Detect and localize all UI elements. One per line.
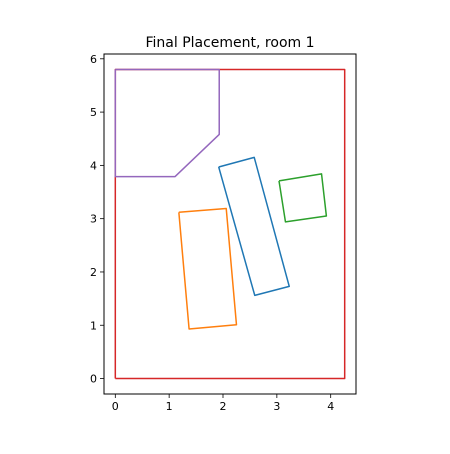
series-layer xyxy=(114,68,346,380)
y-tick-label: 3 xyxy=(90,213,97,226)
series-0-polygon xyxy=(114,68,346,380)
x-tick-label: 0 xyxy=(112,400,119,413)
plot-frame xyxy=(103,53,357,395)
x-tick-label: 1 xyxy=(166,400,173,413)
y-tick-label: 5 xyxy=(90,106,97,119)
y-axis-ticks: 0 1 2 3 4 5 6 xyxy=(90,53,104,386)
y-tick-label: 1 xyxy=(90,319,97,332)
y-tick-label: 4 xyxy=(90,159,97,172)
x-tick-label: 4 xyxy=(327,400,334,413)
x-tick-label: 3 xyxy=(273,400,280,413)
y-tick-label: 0 xyxy=(90,373,97,386)
x-tick-label: 2 xyxy=(220,400,227,413)
y-tick-label: 6 xyxy=(90,53,97,66)
series-3-polygon xyxy=(178,207,238,330)
series-2-polygon xyxy=(217,156,290,297)
chart-title: Final Placement, room 1 xyxy=(145,35,314,51)
series-4-polygon xyxy=(278,173,328,223)
y-tick-label: 2 xyxy=(90,266,97,279)
x-axis-ticks: 0 1 2 3 4 xyxy=(112,394,334,413)
series-1-polygon xyxy=(114,68,220,178)
